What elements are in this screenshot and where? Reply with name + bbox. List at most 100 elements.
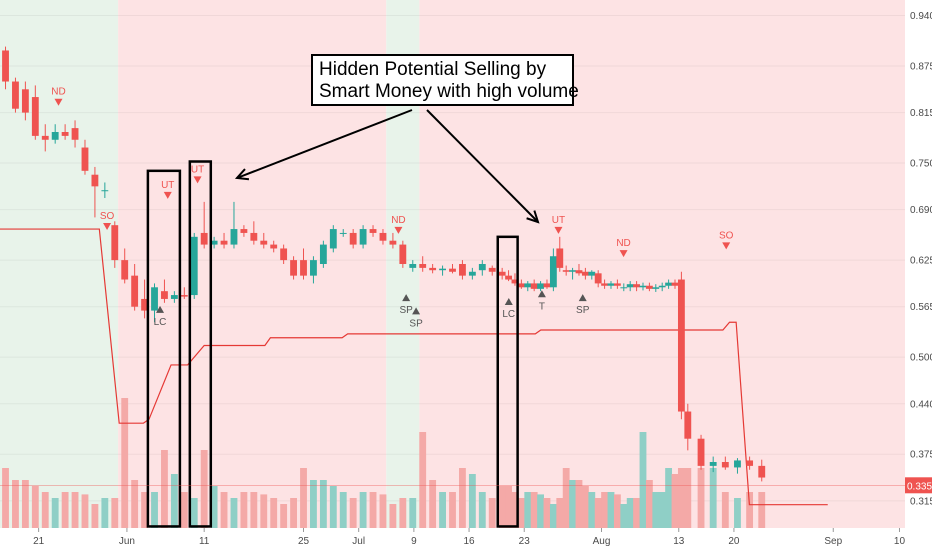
highlight-box — [146, 169, 182, 528]
candle-up — [339, 232, 347, 234]
signal-arrow-up-icon — [578, 294, 587, 302]
x-tick-label: 20 — [728, 536, 740, 547]
candle-up — [626, 284, 634, 288]
candle-up — [734, 460, 741, 468]
y-tick-label: 0.500 — [910, 353, 932, 364]
y-axis: 0.940 0.875 0.815 0.750 0.690 0.625 0.565 0.500… — [910, 11, 932, 507]
candle-up — [588, 271, 596, 276]
candle-down — [488, 267, 496, 272]
signal-label: SP — [399, 305, 413, 316]
arrow-head-icon — [234, 168, 250, 181]
volume-bar — [721, 492, 729, 528]
signal-label: LC — [154, 317, 167, 328]
y-tick-label: 0.750 — [910, 159, 932, 170]
candle-down — [250, 232, 258, 241]
volume-bar — [677, 468, 685, 528]
volume-bar — [51, 498, 59, 528]
signal-label: T — [539, 301, 545, 312]
highlight-boxes — [146, 160, 519, 528]
volume-bar — [459, 468, 466, 528]
candle-up — [409, 264, 417, 268]
volume-bar — [601, 492, 609, 528]
signal-label: UT — [161, 180, 174, 191]
candle-down — [613, 283, 621, 286]
volume-bar — [161, 450, 168, 528]
volume-bar — [758, 492, 766, 528]
volume-bar — [111, 498, 119, 528]
volume-bar — [349, 498, 357, 528]
candle-down — [581, 271, 589, 276]
candle-up — [607, 283, 615, 286]
candle-up — [569, 270, 576, 272]
signal-arrow-up-icon — [537, 290, 546, 298]
candle-down — [684, 411, 692, 439]
volume-bar — [734, 498, 741, 528]
candle-down — [498, 271, 506, 276]
candle-down — [594, 273, 602, 284]
y-tick-label: 0.565 — [910, 302, 932, 313]
volume-bar — [250, 492, 258, 528]
volume-bar — [511, 492, 519, 528]
candle-down — [111, 225, 119, 261]
candle-down — [459, 264, 466, 276]
background-band — [0, 0, 119, 528]
volume-bar — [240, 492, 248, 528]
signal-label: SP — [576, 305, 590, 316]
volume-bar — [549, 504, 557, 528]
candle-down — [746, 460, 754, 466]
candle-down — [389, 240, 397, 245]
candle-up — [230, 229, 238, 245]
arrow-head-icon — [526, 210, 540, 224]
volume-bar — [517, 498, 525, 528]
volume-bar — [439, 492, 446, 528]
x-tick-label: Aug — [593, 536, 611, 547]
last-price-badge — [905, 477, 932, 494]
candle-up — [359, 229, 367, 245]
candle-down — [300, 260, 307, 276]
candle-down — [31, 97, 39, 136]
volume-bar — [569, 480, 576, 528]
candle-up — [652, 287, 660, 289]
candle-down — [240, 229, 248, 233]
signal-arrow-down-icon — [554, 226, 563, 234]
volume-bar — [620, 504, 628, 528]
x-tick-label: 16 — [463, 536, 475, 547]
candle-up — [439, 268, 446, 271]
volume-bar — [41, 492, 49, 528]
candle-up — [478, 264, 486, 271]
volume-bar — [556, 498, 564, 528]
signal-arrow-down-icon — [619, 250, 628, 258]
candle-down — [556, 248, 564, 268]
volume-bar — [671, 474, 679, 528]
x-tick-label: 10 — [894, 536, 906, 547]
signal-arrow-down-icon — [54, 98, 63, 106]
candle-down — [369, 229, 377, 233]
volume-bar — [633, 498, 641, 528]
volume-bar — [684, 468, 692, 528]
candle-down — [645, 285, 653, 289]
candle-up — [151, 287, 158, 311]
signal-arrow-down-icon — [394, 226, 403, 234]
annotation-line-1: Hidden Potential Selling by — [319, 59, 547, 80]
volume-bar — [697, 468, 705, 528]
volume-bar — [409, 498, 417, 528]
candle-down — [419, 264, 427, 268]
volume-bar — [290, 498, 297, 528]
candle-up — [170, 295, 178, 299]
volume-bar — [170, 474, 178, 528]
candle-up — [468, 271, 476, 276]
x-tick-label: 9 — [411, 536, 417, 547]
candle-up — [658, 285, 666, 288]
y-tick-label: 0.875 — [910, 62, 932, 73]
signal-arrow-down-icon — [722, 242, 731, 250]
volume-bar — [31, 486, 39, 528]
volume-bar — [141, 492, 149, 528]
candle-down — [601, 283, 609, 286]
trailing-line — [0, 228, 828, 506]
candle-down — [505, 275, 512, 280]
volume-bar — [270, 498, 278, 528]
candle-down — [12, 81, 19, 109]
volume-bar — [498, 486, 506, 528]
candle-down — [270, 244, 278, 249]
volume-bar — [658, 492, 666, 528]
